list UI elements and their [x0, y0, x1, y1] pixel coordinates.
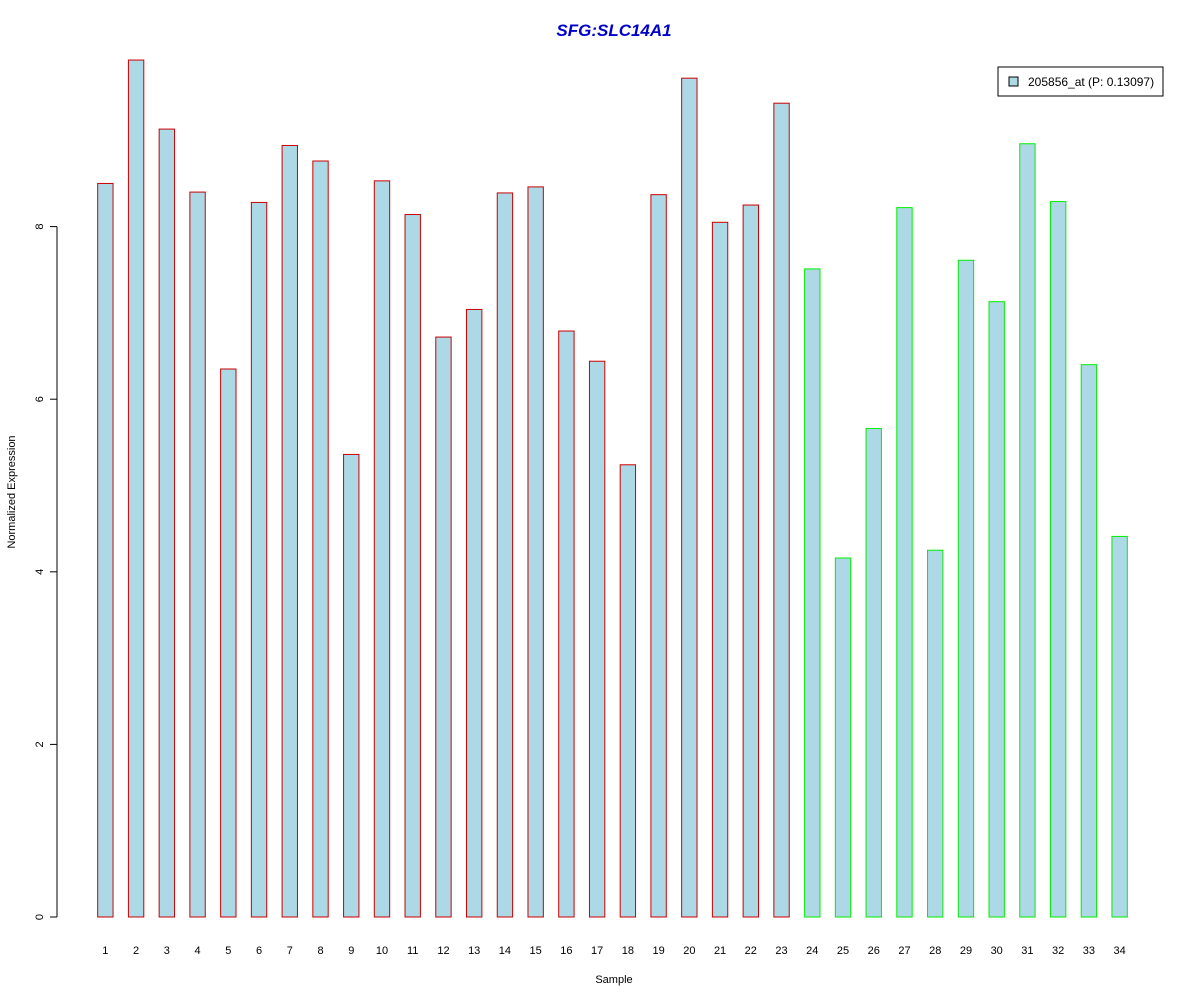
- bar-sample-15: [527, 186, 544, 918]
- legend-swatch: [1008, 76, 1019, 87]
- bar-sample-10: [373, 180, 391, 918]
- x-tick-labels: 1 2 3 4 5 6 7 8 9 10 11 12 13 14 15 16 17 18 19 20 21 22 23 24 2…: [102, 945, 1125, 957]
- x-tick-label: 2: [133, 945, 139, 957]
- x-tick-label: 26: [868, 945, 880, 957]
- y-tick-label: 2: [34, 741, 46, 747]
- x-tick-label: 30: [991, 945, 1003, 957]
- y-tick-label: 8: [34, 224, 46, 230]
- bar-sample-27: [896, 207, 913, 918]
- bar-sample-14: [496, 192, 514, 918]
- x-tick-label: 4: [195, 945, 201, 957]
- bar-sample-20: [681, 77, 698, 918]
- x-tick-label: 9: [348, 945, 354, 957]
- x-tick-label: 25: [837, 945, 849, 957]
- x-tick-label: 17: [591, 945, 603, 957]
- bar-sample-21: [711, 221, 729, 918]
- x-tick-label: 23: [775, 945, 787, 957]
- bar-sample-17: [588, 360, 606, 918]
- y-tick-label: 0: [34, 914, 46, 920]
- x-tick-label: 20: [683, 945, 695, 957]
- bar-sample-3: [158, 128, 176, 918]
- x-tick-label: 6: [256, 945, 262, 957]
- bar-sample-11: [404, 214, 421, 918]
- x-axis-label: Sample: [595, 974, 632, 986]
- bar-sample-29: [957, 259, 975, 918]
- x-tick-label: 19: [652, 945, 664, 957]
- bar-sample-30: [988, 301, 1005, 918]
- bar-sample-5: [220, 368, 237, 918]
- x-tick-label: 27: [898, 945, 910, 957]
- y-tick-label: 6: [34, 396, 46, 402]
- bar-sample-18: [619, 464, 637, 918]
- bar-sample-2: [127, 59, 145, 918]
- x-tick-label: 15: [530, 945, 542, 957]
- x-tick-label: 21: [714, 945, 726, 957]
- bars: [97, 59, 1128, 918]
- bar-sample-7: [281, 144, 298, 918]
- bar-sample-12: [435, 336, 452, 918]
- x-tick-label: 10: [376, 945, 388, 957]
- x-tick-label: 22: [745, 945, 757, 957]
- bar-sample-34: [1111, 535, 1128, 918]
- chart-title: SFG:SLC14A1: [556, 21, 671, 40]
- x-tick-label: 5: [225, 945, 231, 957]
- x-tick-label: 14: [499, 945, 511, 957]
- x-tick-label: 8: [317, 945, 323, 957]
- bar-sample-24: [804, 268, 821, 918]
- bar-sample-26: [865, 428, 882, 918]
- bar-sample-8: [312, 160, 329, 918]
- bar-sample-25: [834, 557, 852, 918]
- x-tick-label: 13: [468, 945, 480, 957]
- legend-box: [997, 66, 1164, 97]
- bar-sample-32: [1049, 201, 1067, 918]
- x-tick-label: 18: [622, 945, 634, 957]
- x-tick-label: 29: [960, 945, 972, 957]
- x-tick-label: 31: [1021, 945, 1033, 957]
- bar-sample-19: [650, 194, 667, 918]
- x-tick-label: 11: [407, 945, 418, 957]
- y-axis-label: Normalized Expression: [6, 435, 18, 548]
- bar-sample-1: [97, 182, 114, 918]
- x-tick-label: 32: [1052, 945, 1064, 957]
- legend: 205856_at (P: 0.13097): [997, 66, 1164, 97]
- legend-label: 205856_at (P: 0.13097): [1028, 75, 1154, 89]
- x-tick-label: 28: [929, 945, 941, 957]
- x-tick-label: 1: [102, 945, 108, 957]
- y-axis: 0 2 4 6 8: [34, 224, 58, 920]
- bar-sample-23: [773, 102, 790, 918]
- x-tick-label: 24: [806, 945, 818, 957]
- bar-sample-16: [558, 330, 575, 918]
- x-tick-label: 34: [1114, 945, 1126, 957]
- x-tick-label: 12: [437, 945, 449, 957]
- bar-sample-31: [1019, 143, 1036, 918]
- x-tick-label: 33: [1083, 945, 1095, 957]
- bar-sample-4: [189, 191, 206, 918]
- bar-sample-28: [927, 549, 944, 918]
- bar-sample-33: [1080, 364, 1098, 918]
- bar-sample-22: [742, 204, 759, 918]
- bar-sample-13: [466, 308, 483, 918]
- x-tick-label: 3: [164, 945, 170, 957]
- y-tick-label: 4: [34, 569, 46, 575]
- bar-sample-6: [250, 201, 268, 918]
- x-tick-label: 16: [560, 945, 572, 957]
- bar-sample-9: [343, 453, 360, 918]
- x-tick-label: 7: [287, 945, 293, 957]
